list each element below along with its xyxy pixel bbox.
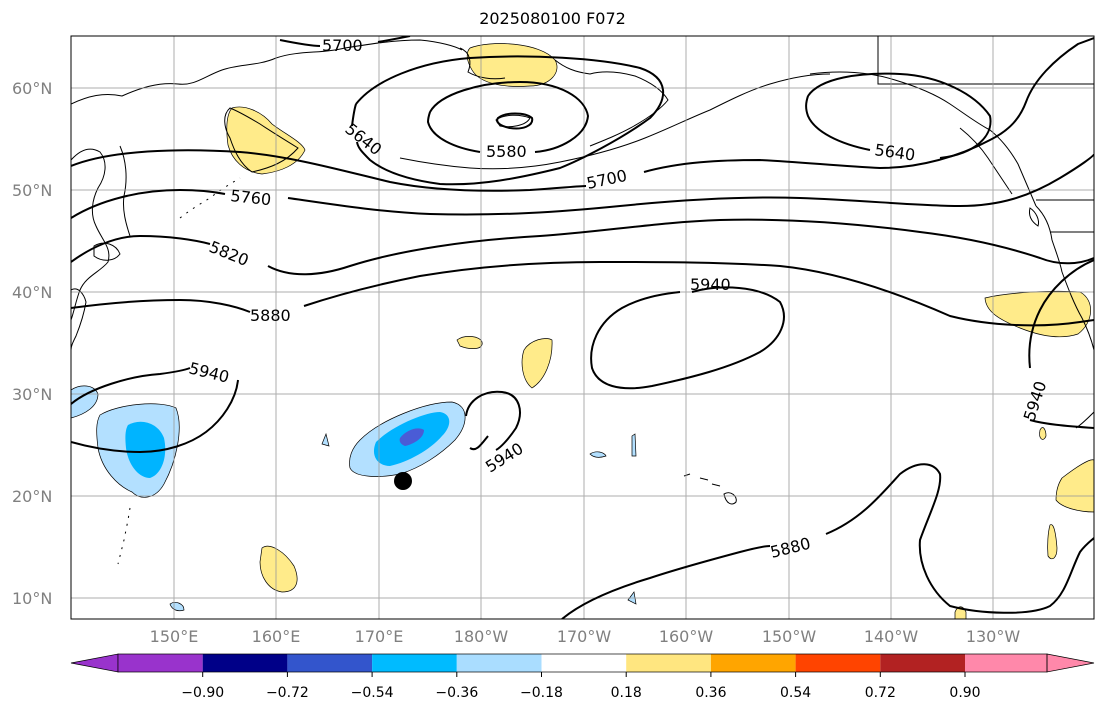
contour-label: 5580 <box>486 142 527 161</box>
yellow-patch-east-3 <box>1039 427 1047 440</box>
colorbar-segment <box>880 654 965 672</box>
lon-label: 150°E <box>150 627 199 646</box>
colorbar-tick-label: 0.90 <box>949 685 980 701</box>
lon-label: 150°W <box>762 627 817 646</box>
colorbar-tick-label: −0.72 <box>266 685 309 701</box>
coastline-alaska-west <box>554 59 669 147</box>
colorbar-segment <box>202 654 288 672</box>
blue-patch-tiny-3 <box>631 433 637 457</box>
blue-patch-west-core <box>125 421 166 478</box>
colorbar-tick-label: −0.18 <box>520 685 563 701</box>
lat-label: 50°N <box>12 181 52 200</box>
contour-5940-central <box>590 286 785 390</box>
yellow-patch-small-1 <box>456 336 483 349</box>
lon-label: 140°W <box>864 627 919 646</box>
lon-label: 170°E <box>355 627 404 646</box>
coastline-us-west <box>1061 271 1094 351</box>
blue-patch-tiny-1 <box>321 432 330 447</box>
colorbar-tick-label: −0.36 <box>435 685 478 701</box>
lat-label-layer: 60°N 50°N 40°N 30°N 20°N 10°N <box>12 79 52 608</box>
yellow-patch-east-1 <box>1055 459 1094 513</box>
contour-5880 <box>71 260 1094 327</box>
graticule <box>71 36 1094 619</box>
blue-patch-central-darkest <box>399 428 424 446</box>
lon-label: 160°W <box>659 627 714 646</box>
lon-label: 170°W <box>557 627 612 646</box>
lon-label: 180°W <box>454 627 509 646</box>
lon-label-layer: 150°E 160°E 170°E 180°W 170°W 160°W 150°… <box>150 627 1021 646</box>
lat-label: 30°N <box>12 385 52 404</box>
contour-label: 5880 <box>250 306 291 325</box>
colorbar-segment <box>372 654 457 672</box>
lat-label: 10°N <box>12 589 52 608</box>
colorbar-segment <box>287 654 373 672</box>
contour-5940-small <box>465 390 521 451</box>
colorbar-tick-label: 0.54 <box>780 685 811 701</box>
map-frame <box>70 35 1095 620</box>
yellow-patch-east-2 <box>1047 524 1058 560</box>
coastline-panhandle <box>959 127 1013 195</box>
coastline-siberia <box>71 39 463 105</box>
coastline-chukotka <box>459 47 506 80</box>
storm-center-marker <box>394 472 412 490</box>
colorbar: −0.90 −0.72 −0.54 −0.36 −0.18 0.18 0.36 … <box>70 653 1095 701</box>
colorbar-tick-label: 0.72 <box>865 685 896 701</box>
coastline-alaska-south <box>809 71 1037 207</box>
yellow-patch-south <box>259 545 298 593</box>
contour-label: 5760 <box>230 186 272 209</box>
coastline-vancouver <box>1029 207 1039 227</box>
lat-label: 20°N <box>12 487 52 506</box>
lon-label: 160°E <box>252 627 301 646</box>
contour-5580 <box>426 80 590 153</box>
coastline-okhotsk <box>71 148 110 321</box>
yellow-patch-bering <box>466 43 558 87</box>
anomaly-fill-layer <box>71 43 1094 619</box>
contour-5940-east <box>1028 259 1094 429</box>
colorbar-tick-label: −0.54 <box>351 685 394 701</box>
contour-5760 <box>71 153 1094 219</box>
contour-5880-south <box>561 463 1094 619</box>
colorbar-segment <box>118 654 203 672</box>
map-title: 2025080100 F072 <box>479 9 626 28</box>
colorbar-segment <box>626 654 711 672</box>
colorbar-frame <box>117 653 1048 673</box>
colorbar-tick-label: 0.18 <box>611 685 642 701</box>
coastline-hawaii <box>683 473 737 505</box>
contour-5820 <box>71 218 1094 276</box>
colorbar-extend-high <box>1046 653 1095 673</box>
colorbar-tick-label: −0.90 <box>181 685 224 701</box>
contour-5940-west <box>71 367 239 454</box>
blue-patch-tiny-2 <box>589 451 607 458</box>
contour-5580-inner <box>496 112 534 130</box>
lat-label: 40°N <box>12 283 52 302</box>
coastline-aleutians <box>399 73 831 170</box>
colorbar-segment <box>965 654 1047 672</box>
yellow-patch-small-2 <box>521 338 553 389</box>
coastline-canada-border <box>877 36 1094 233</box>
contour-5700 <box>71 37 1094 192</box>
contour-label: 5700 <box>322 36 363 55</box>
colorbar-tick-label: 0.36 <box>695 685 726 701</box>
colorbar-segment <box>795 654 881 672</box>
contour-5640-east <box>805 72 992 159</box>
colorbar-segment <box>456 654 542 672</box>
colorbar-segment <box>710 654 796 672</box>
contour-label: 5940 <box>690 275 731 294</box>
contour-layer <box>71 36 1094 619</box>
coastline-kamchatka <box>224 107 299 173</box>
colorbar-extend-low <box>70 653 119 673</box>
lat-label: 60°N <box>12 79 52 98</box>
colorbar-segment <box>541 654 627 672</box>
lon-label: 130°W <box>966 627 1021 646</box>
contour-5640-west <box>351 55 665 186</box>
contour-5700-top <box>279 36 411 47</box>
coastline-layer <box>71 36 1094 565</box>
